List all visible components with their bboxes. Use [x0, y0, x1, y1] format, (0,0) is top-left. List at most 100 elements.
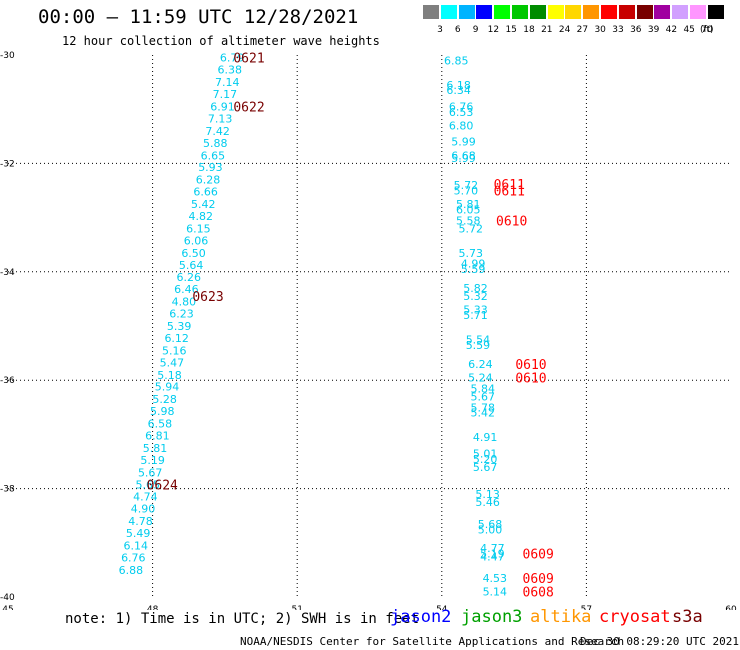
wave-height-label: 5.94: [155, 381, 180, 394]
wave-height-label: 5.67: [138, 466, 163, 479]
wave-height-label: 5.59: [461, 263, 486, 276]
legend-label: 30: [594, 25, 606, 35]
wave-height-label: 5.84: [471, 382, 496, 395]
y-tick-label: -36: [0, 376, 15, 386]
satellite-name: jason2: [390, 607, 452, 627]
legend-label: 21: [541, 25, 553, 35]
x-tick-label: 45: [2, 605, 13, 610]
satellite-name: s3a: [672, 607, 703, 627]
wave-height-label: 6.66: [193, 186, 218, 199]
satellite-name: altika: [530, 607, 592, 627]
wave-height-label: 5.67: [471, 390, 496, 403]
wave-height-label: 6.79: [220, 52, 245, 65]
legend-swatch: [458, 5, 475, 19]
wave-height-label: 6.81: [145, 429, 170, 442]
wave-height-label: 6.23: [169, 308, 194, 321]
footer-note: note: 1) Time is in UTC; 2) SWH is in fe…: [65, 611, 420, 627]
legend-swatch: [601, 5, 617, 19]
wave-height-label: 5.00: [478, 523, 503, 536]
pass-time-label: 0608: [523, 586, 554, 601]
legend-label: 36: [630, 25, 642, 35]
pass-time-label: 0623: [192, 290, 223, 305]
pass-time-label: 0611: [494, 185, 525, 200]
wave-height-label: 6.80: [449, 119, 474, 132]
legend-swatch: [423, 5, 439, 19]
wave-height-label: 6.50: [181, 247, 206, 260]
wave-height-label: 5.28: [152, 393, 177, 406]
satellite-name: jason3: [461, 607, 523, 627]
wave-height-label: 5.54: [466, 334, 491, 347]
legend-swatch: [512, 5, 528, 19]
x-tick-label: 60: [725, 605, 737, 610]
wave-height-label: 5.32: [463, 290, 488, 303]
legend-label: 12: [487, 25, 500, 35]
legend-label: 6: [454, 25, 461, 35]
wave-height-label: 7.42: [205, 125, 230, 138]
pass-time-label: 0621: [233, 52, 264, 67]
wave-height-label: 5.67: [473, 461, 498, 474]
legend-swatch: [690, 5, 706, 19]
legend-swatch: [618, 5, 635, 19]
wave-height-label: 5.18: [157, 369, 182, 382]
wave-height-label: 4.74: [133, 491, 158, 504]
pass-time-label: 0609: [523, 548, 554, 563]
legend-swatch: [672, 5, 689, 19]
wave-height-label: 4.77: [480, 542, 505, 555]
legend-label: 33: [612, 25, 624, 35]
wave-height-label: 4.90: [131, 503, 156, 516]
legend-swatch: [529, 5, 546, 19]
wave-height-label: 6.53: [449, 106, 474, 119]
wave-height-label: 6.06: [184, 234, 209, 247]
wave-height-label: 5.14: [483, 586, 508, 599]
wave-height-label: 5.82: [463, 282, 488, 295]
wave-height-label: 5.71: [463, 309, 488, 322]
wave-height-label: 5.65: [136, 478, 161, 491]
y-tick-label: -30: [0, 51, 15, 61]
wave-height-label: 7.14: [215, 76, 240, 89]
wave-height-label: 6.76: [121, 551, 146, 564]
wave-height-label: 5.70: [454, 185, 479, 198]
wave-height-label: 5.46: [475, 496, 500, 509]
y-tick-label: -40: [0, 593, 15, 603]
legend-swatch: [636, 5, 653, 19]
wave-height-label: 6.26: [177, 271, 202, 284]
wave-height-label: 6.15: [186, 222, 211, 235]
legend-label: 18: [523, 25, 535, 35]
legend-label: 24: [558, 25, 571, 35]
y-tick-label: -38: [0, 485, 15, 495]
legend-label: 27: [576, 25, 589, 35]
wave-height-label: 5.19: [480, 548, 505, 561]
wave-height-label: 6.28: [196, 174, 221, 187]
wave-height-label: 5.47: [160, 356, 185, 369]
credit-text: NOAA/NESDIS Center for Satellite Applica…: [240, 635, 625, 648]
pass-time-label: 0610: [496, 214, 527, 229]
wave-height-label: 6.91: [210, 100, 235, 113]
wave-height-label: 5.64: [179, 259, 204, 272]
legend-label: 9: [472, 25, 479, 35]
wave-height-label: 6.58: [148, 418, 173, 431]
legend-swatch: [476, 5, 493, 19]
x-tick-label: 51: [291, 605, 302, 610]
wave-height-label: 4.53: [483, 572, 508, 585]
wave-height-label: 6.76: [449, 100, 474, 113]
legend-swatch: [494, 5, 511, 19]
wave-height-label: 5.81: [456, 198, 481, 211]
pass-time-label: 0610: [515, 371, 546, 386]
wave-height-label: 6.38: [217, 64, 242, 77]
legend-label: 3: [437, 25, 443, 35]
wave-height-label: 5.81: [143, 442, 168, 455]
y-tick-label: -34: [0, 268, 15, 278]
wave-height-label: 5.33: [463, 304, 488, 317]
wave-height-label: 5.39: [167, 320, 192, 333]
wave-height-label: 6.12: [164, 332, 189, 345]
pass-time-label: 0624: [147, 478, 178, 493]
wave-height-label: 5.19: [140, 454, 165, 467]
wave-height-label: 6.88: [119, 564, 144, 577]
wave-height-label: 6.68: [451, 149, 476, 162]
wave-height-label: 5.72: [458, 222, 483, 235]
wave-height-map: 45 48 51 54 57 60-30-32-34-36-38-406.796.387.…: [0, 51, 737, 610]
wave-height-label: 4.78: [128, 515, 153, 528]
legend-swatch: [547, 5, 564, 19]
wave-height-label: 5.49: [126, 527, 151, 540]
chart-subtitle: 12 hour collection of altimeter wave hei…: [62, 34, 380, 48]
